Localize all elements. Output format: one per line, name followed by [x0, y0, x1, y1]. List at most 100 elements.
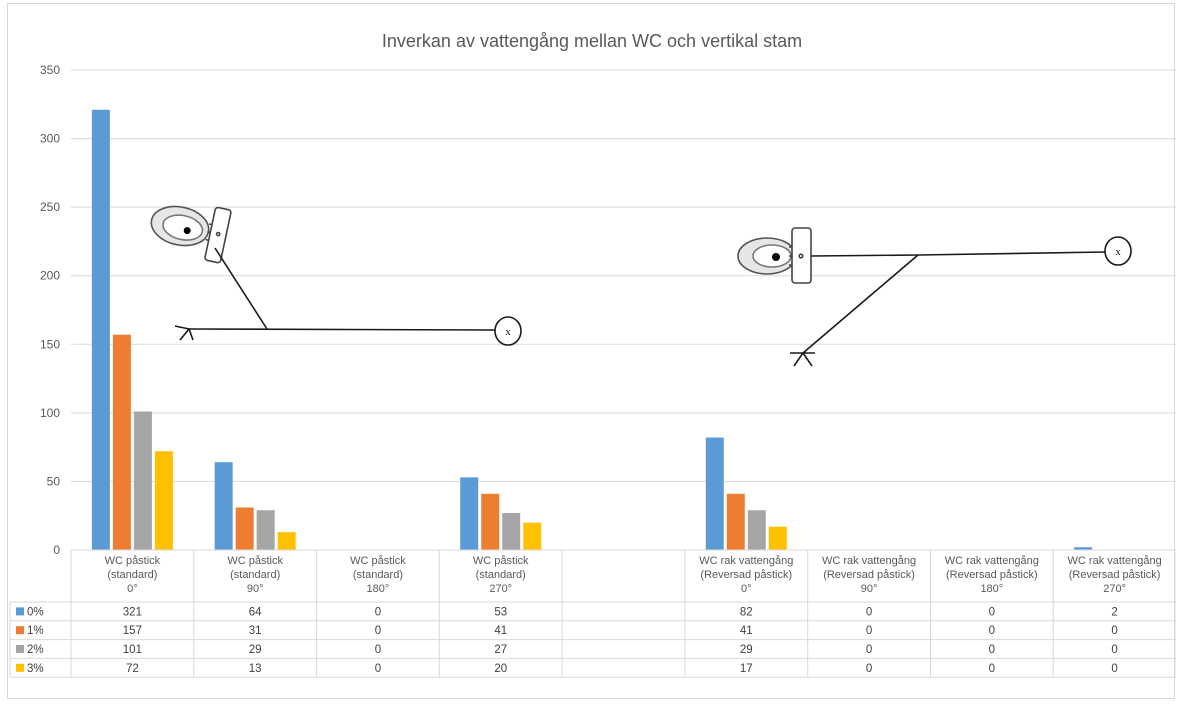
- category-label: (standard): [476, 569, 526, 581]
- table-cell: 0: [989, 644, 995, 656]
- table-cell: 0: [989, 606, 995, 618]
- category-label: (Reversad påstick): [823, 569, 915, 581]
- table-cell: 20: [494, 663, 507, 675]
- data-table: WC påstick (standard) 0° WC påstick (standar…: [9, 549, 1176, 678]
- table-cell: 0: [866, 644, 872, 656]
- bar-2pct-5: [747, 510, 766, 550]
- table-cell: 27: [494, 644, 507, 656]
- table-cell: 41: [494, 625, 507, 637]
- y-tick-label: 100: [40, 406, 60, 420]
- legend-key-1pct: [16, 626, 24, 635]
- legend-label: 1%: [27, 625, 44, 637]
- table-cell: 2: [1111, 606, 1117, 618]
- bar-3pct-3: [523, 522, 542, 550]
- table-cell: 0: [375, 606, 381, 618]
- category-label: WC rak vattengång: [1068, 555, 1162, 567]
- table-cell: 0: [989, 663, 995, 675]
- y-axis-ticks: 0 50 100 150 200 250 300 350: [40, 63, 60, 557]
- gridlines: [71, 69, 1176, 551]
- bar-1pct-1: [235, 507, 254, 550]
- table-cell: 53: [494, 606, 507, 618]
- table-cell: 0: [866, 663, 872, 675]
- legend-label: 3%: [27, 663, 44, 675]
- category-label: (standard): [353, 569, 403, 581]
- category-label: 180°: [367, 583, 390, 595]
- table-cell: 0: [866, 606, 872, 618]
- table-cell: 157: [123, 625, 142, 637]
- category-label: WC rak vattengång: [822, 555, 916, 567]
- bar-3pct-0: [154, 451, 173, 550]
- y-tick-label: 300: [40, 132, 60, 146]
- bar-1pct-5: [726, 493, 745, 550]
- bar-0pct-8: [1074, 547, 1093, 550]
- category-label: WC påstick: [105, 555, 161, 567]
- bar-3pct-1: [277, 532, 296, 550]
- table-cell: 82: [740, 606, 753, 618]
- wc-diagram-left-illustration: x: [150, 205, 522, 346]
- bar-2pct-3: [502, 512, 521, 550]
- table-cell: 31: [249, 625, 262, 637]
- bar-0pct-3: [460, 477, 479, 550]
- category-label: 90°: [247, 583, 264, 595]
- bars: [91, 109, 1093, 551]
- category-label: (Reversad påstick): [1069, 569, 1161, 581]
- table-cell: 0: [866, 625, 872, 637]
- category-label: (standard): [230, 569, 280, 581]
- svg-text:x: x: [1115, 246, 1121, 258]
- bar-0pct-1: [214, 462, 233, 550]
- table-cell: 321: [123, 606, 142, 618]
- legend-label: 2%: [27, 644, 44, 656]
- category-label: WC rak vattengång: [699, 555, 793, 567]
- y-tick-label: 200: [40, 269, 60, 283]
- category-label: WC påstick: [227, 555, 283, 567]
- category-label: WC påstick: [473, 555, 529, 567]
- chart-frame: Inverkan av vattengång mellan WC och ver…: [7, 3, 1176, 699]
- table-cell: 0: [375, 625, 381, 637]
- category-label: 270°: [1103, 583, 1126, 595]
- category-label: WC rak vattengång: [945, 555, 1039, 567]
- bar-0pct-5: [705, 437, 724, 550]
- legend-key-3pct: [16, 663, 24, 672]
- legend-key-0pct: [16, 607, 24, 616]
- table-cell: 72: [126, 663, 139, 675]
- bar-1pct-3: [481, 493, 500, 550]
- legend-key-2pct: [16, 645, 24, 653]
- table-cell: 0: [1111, 625, 1117, 637]
- table-cell: 0: [1111, 644, 1117, 656]
- table-cell: 29: [740, 644, 753, 656]
- y-tick-label: 250: [40, 200, 60, 214]
- wc-diagram-right-illustration: x: [737, 227, 1132, 367]
- y-tick-label: 0: [53, 543, 60, 557]
- bar-2pct-0: [133, 411, 152, 550]
- y-tick-label: 50: [47, 474, 61, 488]
- legend-label: 0%: [27, 606, 44, 618]
- table-cell: 0: [1111, 663, 1117, 675]
- category-label: (Reversad påstick): [946, 569, 1038, 581]
- table-cell: 17: [740, 663, 753, 675]
- chart-title: Inverkan av vattengång mellan WC och ver…: [382, 31, 802, 51]
- table-cell: 64: [249, 606, 262, 618]
- bar-3pct-5: [768, 526, 787, 550]
- y-tick-label: 350: [40, 63, 60, 77]
- category-label: 270°: [489, 583, 512, 595]
- category-label: (Reversad påstick): [700, 569, 792, 581]
- bar-0pct-0: [91, 109, 110, 551]
- table-cell: 41: [740, 625, 753, 637]
- table-cell: 0: [375, 644, 381, 656]
- bar-2pct-1: [256, 510, 275, 550]
- category-label: 0°: [741, 583, 752, 595]
- category-label: 90°: [861, 583, 878, 595]
- svg-text:x: x: [505, 326, 511, 338]
- category-label: WC påstick: [350, 555, 406, 567]
- table-cell: 13: [249, 663, 262, 675]
- y-tick-label: 150: [40, 337, 60, 351]
- table-cell: 101: [123, 644, 142, 656]
- bar-1pct-0: [112, 334, 131, 550]
- category-label: 180°: [980, 583, 1003, 595]
- table-cell: 29: [249, 644, 262, 656]
- table-cell: 0: [375, 663, 381, 675]
- chart: Inverkan av vattengång mellan WC och ver…: [9, 31, 1176, 678]
- category-label: (standard): [107, 569, 157, 581]
- table-cell: 0: [989, 625, 995, 637]
- category-label: 0°: [127, 583, 138, 595]
